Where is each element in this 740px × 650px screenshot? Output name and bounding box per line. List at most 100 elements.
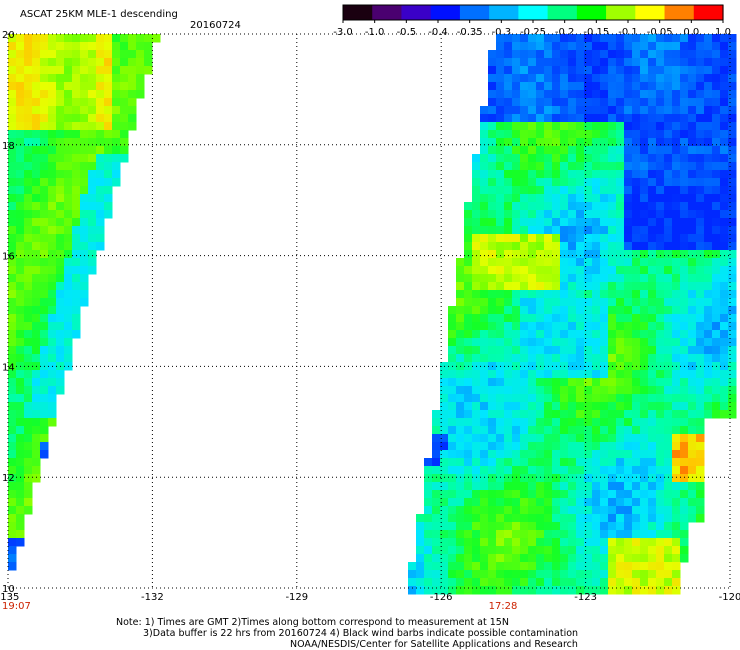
swath-cell	[480, 122, 489, 131]
swath-cell	[672, 218, 681, 227]
swath-cell	[496, 378, 505, 387]
swath-cell	[672, 298, 681, 307]
swath-cell	[432, 514, 441, 523]
swath-cell	[496, 538, 505, 547]
swath-cell	[528, 394, 537, 403]
swath-cell	[728, 386, 737, 395]
swath-cell	[576, 410, 585, 419]
swath-cell	[464, 546, 473, 555]
swath-cell	[464, 266, 473, 275]
swath-cell	[88, 42, 97, 51]
swath-cell	[104, 114, 113, 123]
swath-cell	[640, 426, 649, 435]
swath-cell	[728, 82, 737, 91]
swath-cell	[616, 306, 625, 315]
swath-cell	[472, 410, 481, 419]
swath-cell	[472, 530, 481, 539]
swath-cell	[432, 410, 441, 419]
swath-cell	[8, 482, 17, 491]
swath-cell	[624, 586, 633, 595]
swath-cell	[608, 394, 617, 403]
swath-cell	[504, 290, 513, 299]
swath-cell	[536, 562, 545, 571]
swath-cell	[704, 322, 713, 331]
swath-cell	[544, 306, 553, 315]
swath-cell	[536, 170, 545, 179]
swath-cell	[592, 410, 601, 419]
swath-cell	[688, 162, 697, 171]
swath-cell	[40, 258, 49, 267]
swath-cell	[552, 402, 561, 411]
swath-cell	[32, 186, 41, 195]
swath-cell	[560, 202, 569, 211]
swath-cell	[576, 234, 585, 243]
swath-cell	[544, 210, 553, 219]
swath-cell	[504, 58, 513, 67]
swath-cell	[72, 314, 81, 323]
swath-cell	[648, 354, 657, 363]
swath-cell	[712, 298, 721, 307]
swath-cell	[672, 90, 681, 99]
swath-cell	[616, 266, 625, 275]
swath-cell	[112, 170, 121, 179]
swath-cell	[480, 114, 489, 123]
swath-cell	[640, 146, 649, 155]
swath-cell	[640, 466, 649, 475]
swath-cell	[584, 226, 593, 235]
swath-cell	[80, 138, 89, 147]
swath-cell	[8, 354, 17, 363]
swath-cell	[632, 82, 641, 91]
swath-cell	[696, 450, 705, 459]
swath-cell	[472, 322, 481, 331]
swath-cell	[8, 546, 17, 555]
swath-cell	[576, 290, 585, 299]
swath-cell	[680, 482, 689, 491]
swath-cell	[632, 466, 641, 475]
swath-cell	[552, 74, 561, 83]
swath-cell	[640, 458, 649, 467]
swath-cell	[656, 410, 665, 419]
swath-cell	[664, 522, 673, 531]
swath-cell	[600, 58, 609, 67]
swath-cell	[456, 434, 465, 443]
swath-cell	[640, 370, 649, 379]
swath-cell	[624, 162, 633, 171]
swath-cell	[592, 538, 601, 547]
swath-cell	[32, 338, 41, 347]
swath-cell	[688, 410, 697, 419]
swath-cell	[592, 466, 601, 475]
swath-cell	[488, 218, 497, 227]
swath-cell	[8, 82, 17, 91]
swath-cell	[664, 82, 673, 91]
swath-cell	[616, 186, 625, 195]
swath-cell	[488, 186, 497, 195]
swath-cell	[600, 394, 609, 403]
swath-cell	[448, 386, 457, 395]
swath-cell	[440, 370, 449, 379]
swath-cell	[704, 130, 713, 139]
swath-cell	[496, 226, 505, 235]
swath-cell	[608, 474, 617, 483]
swath-cell	[16, 506, 25, 515]
swath-cell	[504, 274, 513, 283]
swath-cell	[512, 562, 521, 571]
swath-cell	[600, 90, 609, 99]
swath-cell	[688, 114, 697, 123]
swath-cell	[48, 90, 57, 99]
swath-cell	[664, 138, 673, 147]
swath-cell	[512, 354, 521, 363]
swath-cell	[488, 50, 497, 59]
swath-cell	[56, 154, 65, 163]
swath-cell	[504, 370, 513, 379]
swath-cell	[56, 386, 65, 395]
swath-cell	[512, 578, 521, 587]
swath-cell	[576, 250, 585, 259]
swath-cell	[680, 450, 689, 459]
swath-cell	[520, 442, 529, 451]
swath-cell	[640, 250, 649, 259]
swath-cell	[136, 50, 145, 59]
swath-cell	[416, 514, 425, 523]
swath-cell	[672, 490, 681, 499]
swath-cell	[496, 154, 505, 163]
swath-cell	[120, 74, 129, 83]
